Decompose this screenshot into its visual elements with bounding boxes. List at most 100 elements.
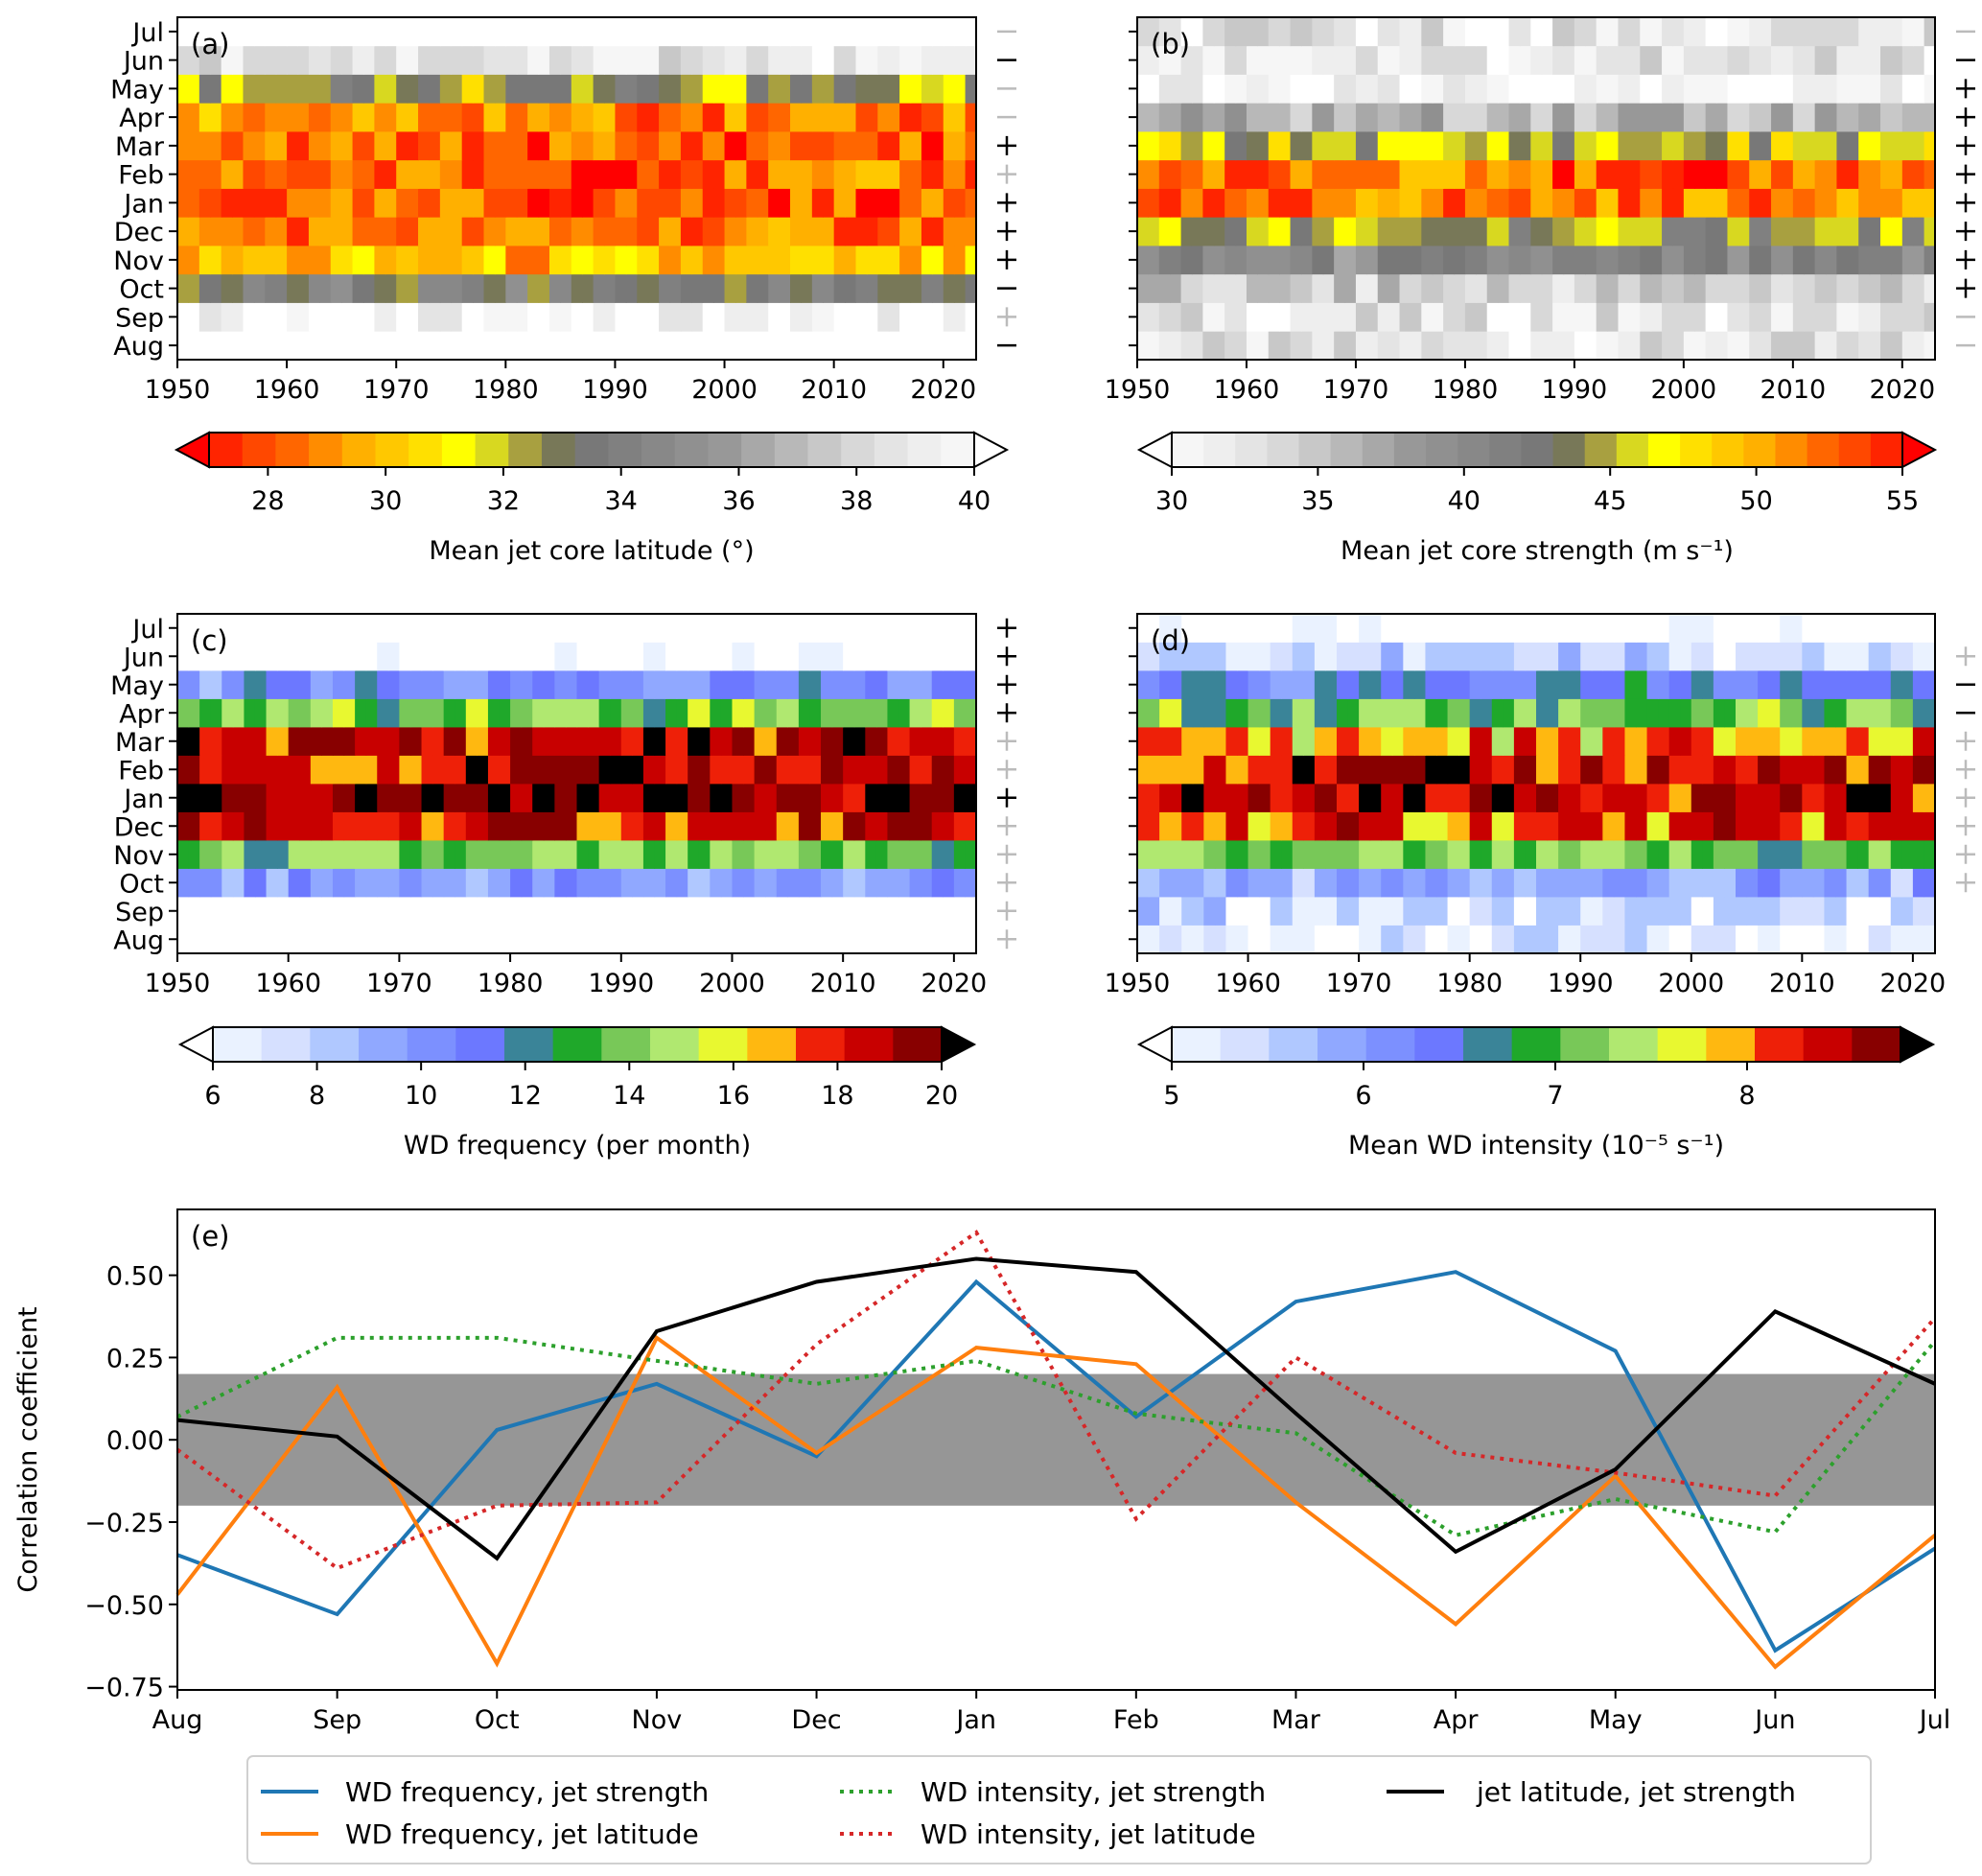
heatmap-cell <box>253 159 266 189</box>
heatmap-cell <box>1436 868 1449 898</box>
heatmap-cell <box>1713 840 1726 869</box>
heatmap-cell <box>1749 17 1761 47</box>
heatmap-cell <box>1662 217 1674 246</box>
heatmap-cell <box>330 159 342 189</box>
colorbar-swatch <box>708 433 742 467</box>
heatmap-cell <box>1213 45 1225 75</box>
heatmap-cell <box>1432 17 1444 47</box>
heatmap-cell <box>610 755 622 785</box>
heatmap-cell <box>244 868 256 898</box>
heatmap-cell <box>831 642 844 671</box>
heatmap-cell <box>833 273 846 303</box>
heatmap-cell <box>1901 868 1914 898</box>
heatmap-cell <box>659 131 671 161</box>
heatmap-cell <box>543 670 555 699</box>
heatmap-cell <box>1347 925 1360 954</box>
heatmap-cell <box>735 17 747 47</box>
heatmap-cell <box>399 698 411 728</box>
heatmap-cell <box>954 273 967 303</box>
heatmap-cell <box>1792 159 1805 189</box>
heatmap-cell <box>787 642 800 671</box>
heatmap-cell <box>1792 331 1805 361</box>
heatmap-cell <box>931 670 944 699</box>
heatmap-cell <box>1530 302 1543 332</box>
heatmap-cell <box>768 217 781 246</box>
heatmap-cell <box>887 784 899 812</box>
heatmap-cell <box>1694 273 1707 303</box>
heatmap-cell <box>1225 784 1238 812</box>
heatmap-cell <box>1399 331 1411 361</box>
colorbar-frame <box>208 432 975 468</box>
heatmap-cell <box>642 811 656 841</box>
heatmap-cell <box>1780 670 1792 699</box>
heatmap-cell <box>654 897 666 926</box>
heatmap-cell <box>277 614 290 643</box>
heatmap-cell <box>1891 302 1903 332</box>
heatmap-cell <box>768 331 781 361</box>
heatmap-cell <box>548 159 561 189</box>
heatmap-cell <box>1300 188 1313 218</box>
heatmap-cell <box>1281 925 1294 954</box>
heatmap-cell <box>1180 131 1193 161</box>
heatmap-cell <box>465 840 478 869</box>
heatmap-cell <box>1202 103 1215 132</box>
y-tick-label: Sep <box>115 898 164 927</box>
heatmap-cell <box>910 273 922 303</box>
heatmap-cell <box>199 670 212 699</box>
heatmap-cell <box>610 698 622 728</box>
heatmap-cell <box>855 331 868 361</box>
heatmap-cell <box>1858 217 1871 246</box>
heatmap-cell <box>1337 840 1349 869</box>
heatmap-cell <box>1727 74 1739 104</box>
heatmap-cell <box>299 840 312 869</box>
heatmap-cell <box>1137 784 1150 812</box>
heatmap-cell <box>1246 103 1258 132</box>
heatmap-cell <box>1259 925 1271 954</box>
heatmap-cell <box>1662 331 1674 361</box>
heatmap-cell <box>1303 784 1316 812</box>
heatmap-cell <box>1325 670 1338 699</box>
heatmap-cell <box>1436 840 1449 869</box>
heatmap-cell <box>921 840 933 869</box>
heatmap-cell <box>308 331 320 361</box>
heatmap-cell <box>887 614 899 643</box>
heatmap-cell <box>1491 670 1504 699</box>
heatmap-cell <box>898 868 911 898</box>
heatmap-cell <box>243 273 255 303</box>
heatmap-cell <box>1503 811 1515 841</box>
heatmap-cell <box>691 74 704 104</box>
heatmap-cell <box>1137 897 1150 926</box>
heatmap-cell <box>177 614 190 643</box>
heatmap-cell <box>1344 45 1357 75</box>
heatmap-cell <box>1410 331 1422 361</box>
heatmap-cell <box>399 727 411 756</box>
heatmap-cell <box>688 642 700 671</box>
heatmap-cell <box>461 159 474 189</box>
heatmap-cell <box>659 188 671 218</box>
heatmap-cell <box>1880 159 1893 189</box>
heatmap-cell <box>1713 727 1726 756</box>
heatmap-cell <box>713 273 726 303</box>
heatmap-cell <box>1574 131 1586 161</box>
y-tick-label: Aug <box>113 926 164 955</box>
series-line-wd-frequency-jet-latitude <box>175 1334 1937 1670</box>
heatmap-cell <box>548 17 561 47</box>
heatmap-cell <box>1879 784 1892 812</box>
heatmap-cell <box>355 614 367 643</box>
heatmap-cell <box>1580 811 1593 841</box>
heatmap-cell <box>1399 159 1411 189</box>
heatmap-cell <box>254 670 268 699</box>
heatmap-cell <box>665 727 678 756</box>
heatmap-cell <box>407 273 419 303</box>
heatmap-cell <box>253 246 266 275</box>
heatmap-cell <box>1879 897 1892 926</box>
heatmap-cell <box>765 614 778 643</box>
heatmap-cell <box>377 698 389 728</box>
heatmap-cell <box>1170 811 1182 841</box>
heatmap-cell <box>439 273 452 303</box>
heatmap-cell <box>1636 642 1648 671</box>
heatmap-cell <box>232 614 245 643</box>
heatmap-cell <box>1683 17 1695 47</box>
heatmap-cell <box>188 103 200 132</box>
heatmap-cell <box>1879 811 1892 841</box>
